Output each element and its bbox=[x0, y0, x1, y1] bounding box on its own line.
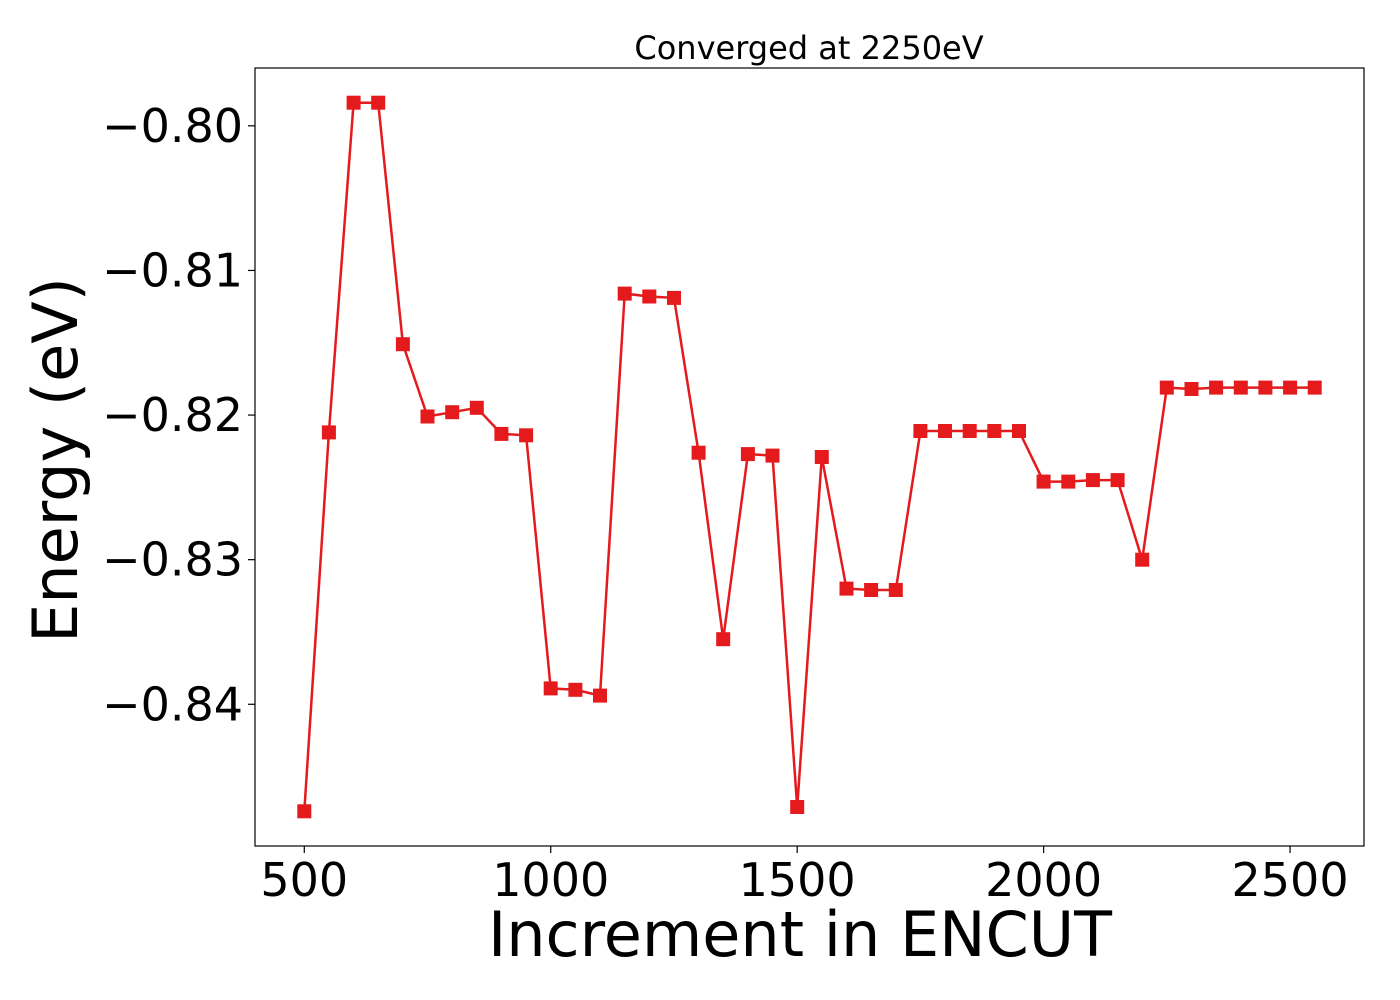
data-point-marker bbox=[568, 682, 583, 697]
data-point-marker bbox=[1209, 380, 1224, 395]
data-point-marker bbox=[790, 800, 805, 814]
y-tick-label: −0.84 bbox=[102, 677, 243, 731]
x-axis-label: Increment in ENCUT bbox=[488, 898, 1113, 971]
data-point-marker bbox=[1061, 474, 1076, 489]
data-point-marker bbox=[1283, 380, 1298, 395]
data-point-marker bbox=[519, 428, 534, 443]
chart-title: Converged at 2250eV bbox=[634, 29, 983, 67]
data-point-marker bbox=[987, 424, 1002, 438]
x-tick-label: 1000 bbox=[492, 853, 609, 907]
data-point-marker bbox=[420, 409, 435, 424]
data-point-marker bbox=[469, 400, 484, 415]
data-point-marker bbox=[1012, 424, 1026, 438]
data-point-marker bbox=[642, 289, 657, 304]
data-point-marker bbox=[938, 424, 952, 438]
data-point-marker bbox=[814, 450, 829, 464]
data-point-marker bbox=[395, 337, 410, 352]
data-point-marker bbox=[1159, 380, 1174, 395]
data-point-marker bbox=[321, 425, 336, 440]
data-point-marker bbox=[1110, 473, 1125, 488]
data-point-marker bbox=[1135, 552, 1150, 567]
x-tick-label: 2500 bbox=[1232, 853, 1349, 907]
series-markers bbox=[297, 95, 1322, 819]
y-axis-ticks: −0.80 −0.81 −0.82 −0.83 −0.84 bbox=[102, 99, 255, 731]
data-point-marker bbox=[1307, 380, 1322, 395]
y-tick-label: −0.83 bbox=[102, 533, 243, 587]
data-point-marker bbox=[1085, 473, 1100, 488]
y-tick-label: −0.81 bbox=[102, 243, 243, 297]
data-point-marker bbox=[1184, 382, 1199, 396]
data-point-marker bbox=[1258, 380, 1273, 395]
x-tick-label: 1500 bbox=[739, 853, 856, 907]
x-axis-ticks: 500 1000 1500 2000 2500 bbox=[260, 846, 1349, 907]
data-point-marker bbox=[494, 426, 509, 441]
data-point-marker bbox=[691, 445, 706, 460]
data-point-marker bbox=[888, 583, 903, 597]
data-point-marker bbox=[445, 405, 460, 420]
data-point-marker bbox=[962, 424, 977, 438]
series-line bbox=[303, 101, 1315, 812]
data-point-marker bbox=[913, 424, 928, 438]
data-point-marker bbox=[667, 290, 681, 305]
x-tick-label: 500 bbox=[260, 853, 348, 907]
data-point-marker bbox=[346, 95, 361, 110]
data-point-marker bbox=[765, 448, 780, 463]
data-point-marker bbox=[839, 581, 854, 596]
data-point-marker bbox=[716, 632, 731, 647]
data-point-marker bbox=[1233, 380, 1248, 395]
y-tick-label: −0.80 bbox=[102, 99, 243, 153]
data-point-marker bbox=[371, 95, 386, 110]
data-point-marker bbox=[617, 286, 632, 301]
data-point-marker bbox=[543, 681, 558, 696]
data-point-marker bbox=[297, 804, 312, 819]
data-point-marker bbox=[740, 447, 755, 462]
data-point-marker bbox=[864, 583, 879, 597]
data-point-marker bbox=[1036, 474, 1051, 489]
y-tick-label: −0.82 bbox=[102, 388, 243, 442]
y-axis-label: Energy (eV) bbox=[19, 277, 92, 643]
x-tick-label: 2000 bbox=[985, 853, 1102, 907]
data-point-marker bbox=[593, 688, 607, 703]
plot-frame bbox=[254, 67, 1365, 847]
